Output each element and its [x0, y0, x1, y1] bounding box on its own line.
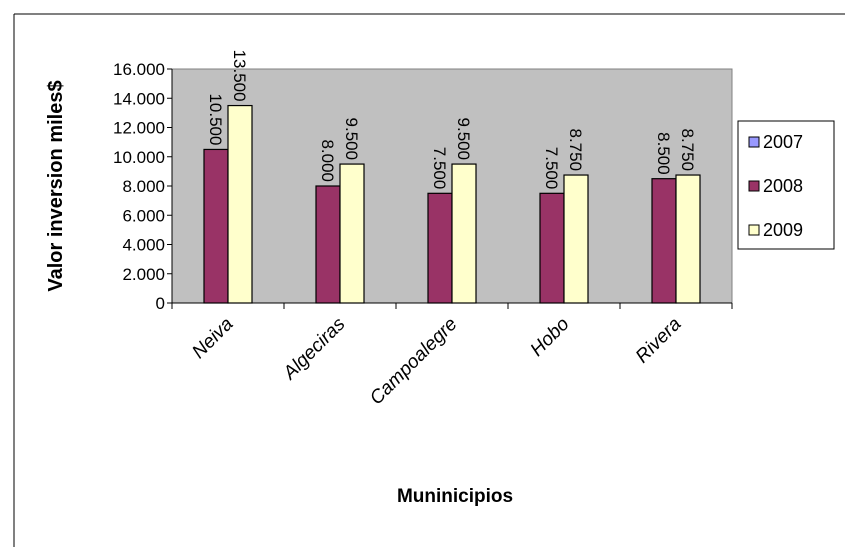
- legend: 2007 2008 2009: [738, 121, 834, 249]
- x-tick-label: Rivera: [632, 314, 686, 368]
- y-tick-label: 0: [156, 294, 165, 313]
- y-tick-label: 14.000: [113, 89, 165, 108]
- bar: [340, 164, 364, 303]
- y-tick-label: 16.000: [113, 60, 165, 79]
- bar: [540, 193, 564, 303]
- legend-label: 2009: [763, 220, 803, 240]
- y-tick-label: 2.000: [122, 265, 165, 284]
- x-tick-label: Neiva: [188, 314, 237, 363]
- legend-swatch: [749, 225, 759, 235]
- legend-swatch: [749, 181, 759, 191]
- legend-swatch: [749, 137, 759, 147]
- bar: [452, 164, 476, 303]
- data-label: 8.750: [678, 128, 697, 171]
- data-label: 7.500: [542, 147, 561, 190]
- data-label: 8.500: [654, 132, 673, 175]
- y-tick-label: 10.000: [113, 148, 165, 167]
- y-tick-label: 12.000: [113, 119, 165, 138]
- y-tick-label: 8.000: [122, 177, 165, 196]
- bar: [676, 175, 700, 303]
- y-tick-label: 4.000: [122, 236, 165, 255]
- data-label: 10.500: [206, 93, 225, 145]
- y-axis-title: Valor inversion miles$: [45, 80, 67, 291]
- x-tick-label: Hobo: [527, 314, 574, 361]
- x-tick-label: Algeciras: [279, 313, 350, 384]
- x-axis: Neiva Algeciras Campoalegre Hobo Rivera: [172, 303, 732, 409]
- data-label: 9.500: [342, 118, 361, 161]
- data-label: 9.500: [454, 118, 473, 161]
- data-label: 8.750: [566, 128, 585, 171]
- legend-label: 2007: [763, 132, 803, 152]
- y-axis: 0 2.000 4.000 6.000 8.000 10.000 12.000 14.000 1…: [113, 60, 172, 313]
- bar: [652, 179, 676, 303]
- x-axis-title: Muninicipios: [397, 486, 513, 507]
- bar: [564, 175, 588, 303]
- data-label: 8.000: [318, 139, 337, 182]
- data-label: 7.500: [430, 147, 449, 190]
- bar: [228, 106, 252, 303]
- bar: [316, 186, 340, 303]
- bar: [428, 193, 452, 303]
- bar: [204, 149, 228, 303]
- legend-label: 2008: [763, 176, 803, 196]
- x-tick-label: Campoalegre: [366, 314, 462, 410]
- y-tick-label: 6.000: [122, 206, 165, 225]
- data-label: 13.500: [230, 50, 249, 102]
